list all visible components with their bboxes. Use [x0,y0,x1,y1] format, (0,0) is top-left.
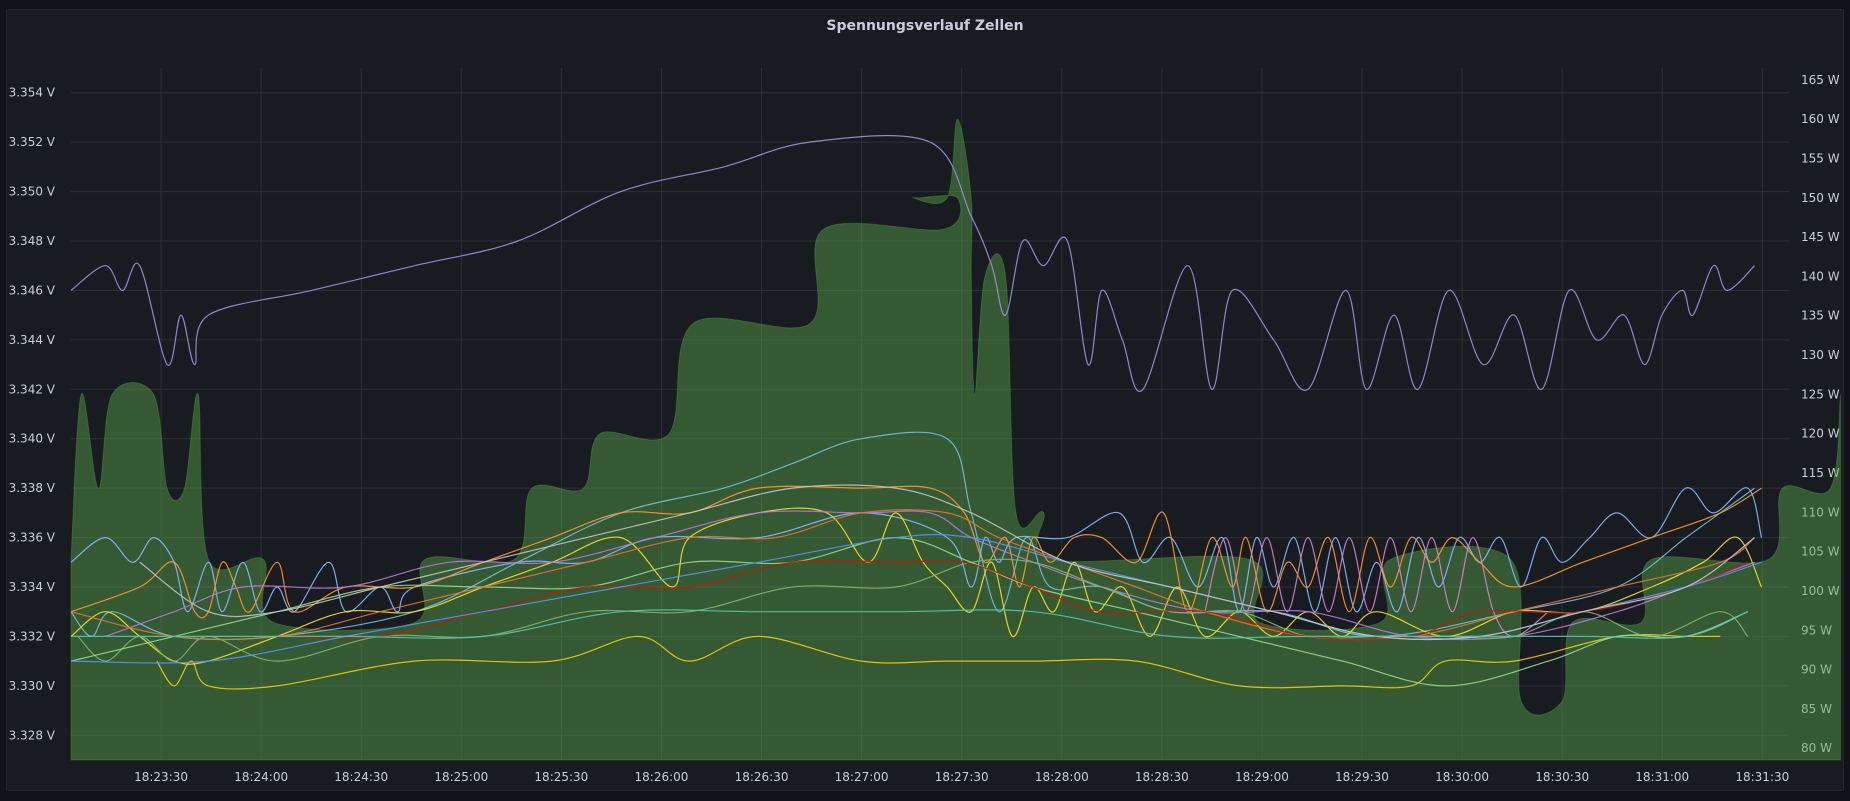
x-tick-label: 18:29:30 [1335,770,1389,784]
y-right-tick-label: 105 W [1801,545,1840,559]
series-line-6 [156,633,1721,690]
y-right-tick-label: 165 W [1801,73,1840,87]
y-right-tick-label: 90 W [1801,663,1832,677]
x-tick-label: 18:31:30 [1735,770,1789,784]
chart-panel: Spennungsverlauf Zellen 3.328 V 3.330 V 3.… [6,9,1844,791]
y-right-tick-label: 125 W [1801,387,1840,401]
x-tick-label: 18:30:30 [1535,770,1589,784]
y-left-tick-label: 3.346 V [9,283,56,297]
x-tick-label: 18:27:30 [935,770,989,784]
x-tick-label: 18:23:30 [134,770,188,784]
y-right-tick-label: 130 W [1801,348,1840,362]
y-right-tick-label: 160 W [1801,112,1840,126]
y-right-tick-label: 110 W [1801,505,1840,519]
y-left-tick-label: 3.336 V [9,531,56,545]
x-tick-label: 18:26:00 [635,770,689,784]
y-left-tick-label: 3.354 V [9,86,56,100]
series-line-14 [139,484,1755,641]
series-line-1 [70,135,1756,392]
series-line-15 [71,609,1749,639]
x-tick-label: 18:29:00 [1235,770,1289,784]
y-right-tick-label: 80 W [1801,741,1832,755]
y-left-tick-label: 3.342 V [9,382,56,396]
y-left-tick-label: 3.332 V [9,629,56,643]
y-right-tick-label: 100 W [1801,584,1840,598]
x-tick-label: 18:25:30 [534,770,588,784]
x-tick-label: 18:28:00 [1035,770,1089,784]
x-tick-label: 18:26:30 [735,770,789,784]
x-tick-label: 18:28:30 [1135,770,1189,784]
x-tick-label: 18:24:00 [234,770,288,784]
y-right-tick-label: 120 W [1801,427,1840,441]
y-right-tick-label: 115 W [1801,466,1840,480]
series-line-5 [70,507,1763,665]
series-line-7 [1204,536,1549,638]
x-tick-label: 18:31:00 [1635,770,1689,784]
y-left-tick-label: 3.348 V [9,234,56,248]
series-line-4 [70,485,1762,619]
y-left-tick-label: 3.352 V [9,135,56,149]
y-left-tick-label: 3.350 V [9,185,56,199]
y-right-tick-label: 140 W [1801,269,1840,283]
y-left-tick-label: 3.334 V [9,580,56,594]
y-left-tick-label: 3.330 V [9,679,56,693]
y-right-tick-label: 155 W [1801,151,1840,165]
y-right-tick-label: 85 W [1801,702,1832,716]
y-right-tick-label: 150 W [1801,191,1840,205]
y-right-tick-label: 145 W [1801,230,1840,244]
y-left-tick-label: 3.338 V [9,481,56,495]
x-tick-label: 18:24:30 [334,770,388,784]
y-right-tick-label: 135 W [1801,309,1840,323]
series-line-2 [70,487,1763,613]
y-left-tick-label: 3.344 V [9,333,56,347]
series-line-11 [70,509,1755,641]
x-tick-label: 18:27:00 [835,770,889,784]
x-tick-label: 18:30:00 [1435,770,1489,784]
series-line-12 [277,559,1749,641]
x-tick-label: 18:25:00 [434,770,488,784]
power-area [70,118,1841,761]
chart-title: Spennungsverlauf Zellen [826,18,1024,34]
y-left-tick-label: 3.340 V [9,432,56,446]
series-line-9 [77,558,1749,662]
y-right-tick-label: 95 W [1801,623,1832,637]
voltage-chart: 3.328 V 3.330 V 3.332 V 3.334 V 3.336 V 3.338… [9,68,1841,784]
y-left-tick-label: 3.328 V [9,728,56,742]
